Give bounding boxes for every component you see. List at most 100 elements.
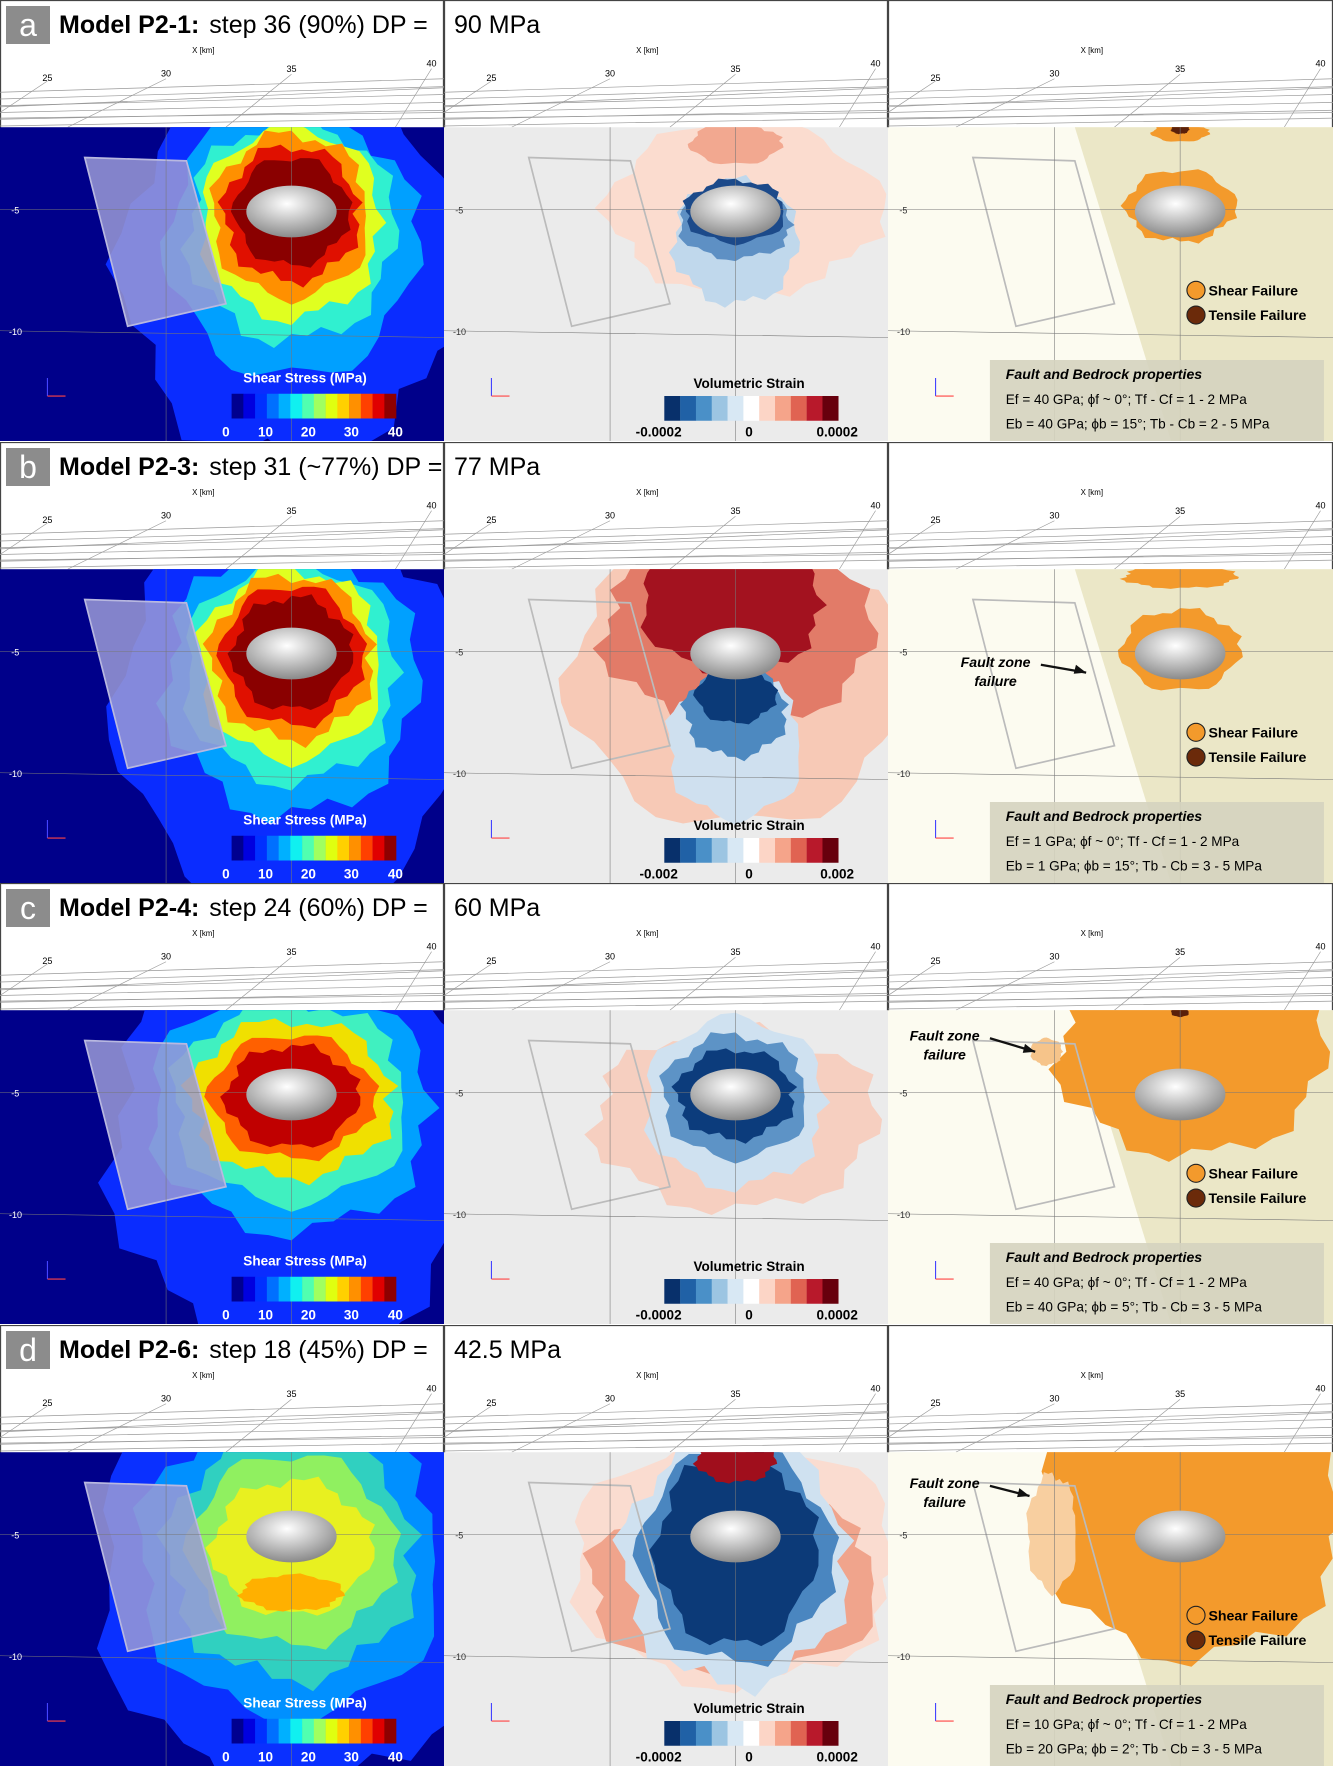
colorbar-segment xyxy=(712,1721,728,1746)
colorbar-tick: 30 xyxy=(344,1308,359,1323)
properties-line: Ef = 10 GPa; ϕf ~ 0°; Tf - Cf = 1 - 2 MP… xyxy=(1006,1717,1247,1732)
reservoir xyxy=(690,1069,780,1121)
x-tick-label: 30 xyxy=(605,952,615,962)
properties-line: Eb = 20 GPa; ϕb = 2°; Tb - Cb = 3 - 5 MP… xyxy=(1006,1742,1263,1757)
panel: X [km]25303540-5-10Shear FailureTensile … xyxy=(888,883,1333,1324)
x-tick-label: 40 xyxy=(871,500,881,510)
colorbar-tick: 20 xyxy=(301,1308,316,1323)
colorbar-segment xyxy=(232,1277,244,1302)
colorbar-segment xyxy=(243,394,255,419)
reservoir xyxy=(1135,1069,1226,1121)
colorbar-tick: 40 xyxy=(388,866,403,881)
colorbar-segment xyxy=(759,838,775,863)
colorbar-tick: 0 xyxy=(222,1750,230,1765)
colorbar-segment xyxy=(232,835,244,860)
x-tick-label: 30 xyxy=(161,1394,171,1404)
colorbar-tick: -0.0002 xyxy=(636,1750,682,1765)
step-text: step 31 (~77%) DP = xyxy=(209,453,442,481)
colorbar-tick: 20 xyxy=(301,425,316,440)
panel: X [km]25303540-5-10Shear Stress (MPa)010… xyxy=(0,883,444,1324)
colorbar-segment xyxy=(696,838,712,863)
colorbar-segment xyxy=(373,1719,385,1744)
z-tick-label: -10 xyxy=(453,1652,466,1662)
colorbar-segment xyxy=(728,1721,744,1746)
colorbar-segment xyxy=(728,396,744,421)
colorbar-segment xyxy=(267,1719,279,1744)
colorbar-segment xyxy=(791,838,807,863)
x-axis-label: X [km] xyxy=(192,929,214,938)
field xyxy=(444,526,888,883)
colorbar-segment xyxy=(255,394,267,419)
x-tick-label: 35 xyxy=(286,1389,296,1399)
properties-line: Ef = 40 GPa; ϕf ~ 0°; Tf - Cf = 1 - 2 MP… xyxy=(1006,392,1247,407)
step-text: step 24 (60%) DP = xyxy=(209,894,427,922)
reservoir xyxy=(1135,186,1226,238)
colorbar-segment xyxy=(775,396,791,421)
colorbar-segment xyxy=(326,1277,338,1302)
colorbar-segment xyxy=(255,1719,267,1744)
dp-value: 90 MPa xyxy=(454,11,540,40)
colorbar-tick: 0 xyxy=(745,1750,753,1765)
colorbar-segment xyxy=(807,1279,823,1304)
colorbar-segment xyxy=(373,394,385,419)
colorbar-segment xyxy=(290,1277,302,1302)
x-tick-label: 40 xyxy=(427,500,437,510)
legend-marker xyxy=(1187,748,1205,766)
legend-label: Shear Failure xyxy=(1208,1607,1298,1623)
properties-title: Fault and Bedrock properties xyxy=(1006,808,1203,824)
colorbar-segment xyxy=(302,394,314,419)
colorbar-tick: 30 xyxy=(344,1750,359,1765)
colorbar-segment xyxy=(349,1719,361,1744)
x-tick-label: 25 xyxy=(486,1398,496,1408)
x-tick-label: 35 xyxy=(1175,1389,1185,1399)
colorbar-label: Volumetric Strain xyxy=(693,1701,804,1716)
colorbar-segment xyxy=(807,1721,823,1746)
step-text: step 18 (45%) DP = xyxy=(209,1336,427,1364)
panel: X [km]25303540-5-10Shear Stress (MPa)010… xyxy=(0,442,444,883)
reservoir xyxy=(1135,627,1226,679)
colorbar-segment xyxy=(337,835,349,860)
model-title: Model P2-6:step 18 (45%) DP = xyxy=(59,1336,428,1365)
colorbar-label: Shear Stress (MPa) xyxy=(243,371,366,386)
colorbar-tick: 0 xyxy=(745,866,753,881)
dp-value: 60 MPa xyxy=(454,894,540,923)
z-tick-label: -10 xyxy=(9,1211,22,1221)
colorbar-segment xyxy=(791,1279,807,1304)
colorbar-segment xyxy=(243,1719,255,1744)
colorbar-segment xyxy=(384,394,396,419)
step-text: step 36 (90%) DP = xyxy=(209,11,427,39)
x-tick-label: 30 xyxy=(161,510,171,520)
panel-letter: d xyxy=(6,1331,50,1369)
panel-letter: c xyxy=(6,889,50,927)
legend-marker xyxy=(1187,306,1205,324)
x-tick-label: 40 xyxy=(871,942,881,952)
colorbar-segment xyxy=(255,1277,267,1302)
colorbar-segment xyxy=(743,396,759,421)
colorbar-segment xyxy=(314,394,326,419)
panel-letter: a xyxy=(6,6,50,44)
x-axis-label: X [km] xyxy=(636,46,658,55)
annotation: Fault zone xyxy=(910,1475,980,1491)
colorbar-segment xyxy=(822,1721,838,1746)
z-tick-label: -10 xyxy=(9,327,22,337)
reservoir xyxy=(690,186,780,238)
x-tick-label: 25 xyxy=(42,956,52,966)
x-axis-label: X [km] xyxy=(636,929,658,938)
legend-label: Tensile Failure xyxy=(1208,749,1306,765)
colorbar-segment xyxy=(759,396,775,421)
colorbar-segment xyxy=(232,1719,244,1744)
annotation: failure xyxy=(923,1494,966,1510)
colorbar-segment xyxy=(373,835,385,860)
z-tick-label: -10 xyxy=(897,1211,910,1221)
row: X [km]25303540-5-10Shear Stress (MPa)010… xyxy=(0,442,1333,883)
z-tick-label: -5 xyxy=(455,647,463,657)
x-tick-label: 40 xyxy=(1316,500,1326,510)
legend-label: Shear Failure xyxy=(1208,282,1298,298)
colorbar-segment xyxy=(680,1721,696,1746)
x-tick-label: 40 xyxy=(1316,1383,1326,1393)
colorbar-segment xyxy=(267,835,279,860)
colorbar-segment xyxy=(349,835,361,860)
x-tick-label: 35 xyxy=(1175,64,1185,74)
z-tick-label: -5 xyxy=(899,647,907,657)
